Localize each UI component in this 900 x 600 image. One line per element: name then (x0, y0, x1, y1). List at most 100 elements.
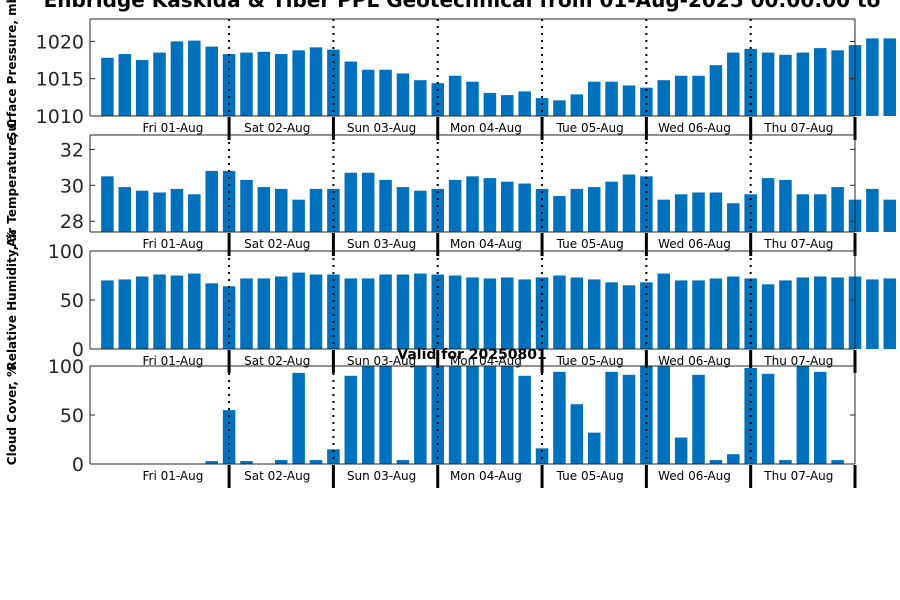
bar-panel1-1 (118, 54, 132, 116)
bar-panel1-19 (431, 83, 444, 116)
bar-panel2-35 (709, 192, 723, 232)
bar-panel4-33 (674, 437, 688, 464)
xtick-label-day: Sun 03-Aug (347, 121, 416, 135)
bar-panel3-10 (274, 276, 288, 349)
bar-panel3-18 (414, 273, 427, 349)
bar-panel2-29 (605, 181, 618, 232)
xtick-label-day: Fri 01-Aug (142, 121, 203, 135)
bar-panel4-27 (570, 404, 584, 464)
xtick-label-day: Sat 02-Aug (244, 237, 310, 251)
ytick-label: 0 (72, 454, 84, 476)
bar-panel4-34 (692, 374, 705, 464)
bar-panel2-36 (727, 203, 740, 232)
bar-panel4-29 (605, 371, 618, 464)
bar-panel1-28 (587, 81, 601, 116)
bar-panel1-5 (188, 40, 201, 116)
bar-panel1-2 (135, 60, 149, 116)
bar-panel2-44 (866, 188, 879, 232)
bar-panel3-17 (396, 274, 410, 349)
bar-panel3-33 (674, 280, 688, 349)
bar-panel1-6 (205, 46, 218, 116)
bar-panel4-41 (813, 371, 827, 464)
bar-panel1-8 (240, 52, 253, 116)
bar-panel4-32 (657, 366, 671, 464)
xtick-label-day: Tue 05-Aug (556, 469, 624, 483)
bar-panel4-42 (831, 460, 844, 464)
bar-panel3-29 (605, 282, 618, 349)
bar-panel2-33 (674, 194, 688, 232)
bar-panel2-39 (779, 179, 792, 232)
bar-panel3-3 (153, 274, 166, 349)
bar-panel3-23 (501, 277, 514, 349)
panel-subtitle: Valid for 20250801 (397, 347, 546, 363)
bar-panel1-25 (535, 98, 549, 116)
bar-panel1-15 (361, 69, 375, 116)
bar-panel2-45 (883, 199, 897, 232)
xtick-label-day: Tue 05-Aug (556, 354, 624, 368)
xtick-label-day: Sun 03-Aug (347, 237, 416, 251)
bar-panel1-44 (866, 38, 879, 116)
bar-panel2-14 (344, 172, 358, 232)
bar-panel3-5 (188, 273, 201, 349)
bar-panel2-22 (483, 178, 497, 232)
xtick-label-day: Wed 06-Aug (658, 354, 731, 368)
xtick-label-day: Mon 04-Aug (450, 354, 522, 368)
ytick-label: 30 (60, 175, 84, 197)
bar-panel2-41 (813, 194, 827, 232)
bar-panel1-18 (414, 80, 427, 116)
bar-panel4-24 (518, 375, 531, 464)
bar-panel1-12 (309, 47, 323, 116)
bar-panel1-26 (553, 100, 566, 116)
bar-panel1-36 (727, 52, 740, 116)
bar-panel3-19 (431, 274, 444, 349)
bar-panel2-28 (587, 187, 601, 232)
xtick-label-day: Sat 02-Aug (244, 354, 310, 368)
bar-panel1-29 (605, 81, 618, 116)
bar-panel3-11 (292, 272, 305, 349)
bar-panel2-31 (640, 176, 653, 232)
bar-panel2-4 (170, 188, 184, 232)
bar-panel3-24 (518, 279, 531, 349)
chart-panels: 1010 1015 1020 Surface Pressure, mb Fri 01-A… (5, 0, 897, 488)
bar-panel2-11 (292, 199, 305, 232)
bar-panel1-30 (622, 85, 636, 116)
bar-panel2-1 (118, 187, 132, 232)
bar-panel3-34 (692, 280, 705, 349)
panel-2: 28 30 32 Air Temperature, C Fri 01-Aug Sat 02… (5, 120, 897, 256)
xtick-label-day: Mon 04-Aug (450, 121, 522, 135)
xtick-label-day: Thu 07-Aug (763, 121, 833, 135)
bar-panel1-27 (570, 94, 584, 116)
bar-panel3-0 (101, 280, 114, 349)
bar-panel1-31 (640, 87, 653, 116)
bar-panel4-25 (535, 448, 549, 464)
bar-panel3-27 (570, 277, 584, 349)
xtick-label-day: Sat 02-Aug (244, 469, 310, 483)
bar-panel1-32 (657, 80, 671, 116)
bar-panel2-25 (535, 188, 549, 232)
bar-panel3-35 (709, 278, 723, 349)
bar-panel2-15 (361, 172, 375, 232)
bar-panel2-3 (153, 192, 166, 232)
bar-panel4-12 (309, 460, 323, 464)
bar-panel3-44 (866, 279, 879, 349)
bar-panel3-16 (379, 274, 392, 349)
bar-panel1-33 (674, 75, 688, 116)
bar-panel1-40 (796, 52, 810, 116)
bar-panel3-32 (657, 273, 671, 349)
bar-panel1-3 (153, 52, 166, 116)
bar-panel1-23 (501, 95, 514, 116)
bar-panel4-6 (205, 461, 218, 464)
bar-panel1-22 (483, 92, 497, 116)
bar-panel2-0 (101, 176, 114, 232)
bar-panel3-4 (170, 275, 184, 349)
bar-panel2-40 (796, 194, 810, 232)
bar-panel4-15 (361, 366, 375, 464)
panel-1: 1010 1015 1020 Surface Pressure, mb Fri 01-A… (5, 0, 897, 140)
bar-panel1-35 (709, 65, 723, 116)
xtick-label-day: Fri 01-Aug (142, 354, 203, 368)
panel-4: 0 50 100 Cloud Cover, % Fri 01-Aug Sat 02-Aug… (5, 347, 857, 488)
xtick-label-day: Sat 02-Aug (244, 121, 310, 135)
bar-panel1-38 (761, 52, 775, 116)
xtick-label-day: Mon 04-Aug (450, 469, 522, 483)
